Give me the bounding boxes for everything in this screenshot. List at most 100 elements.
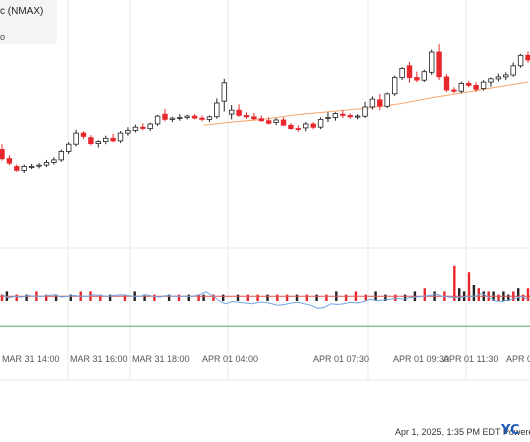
candle bbox=[6, 155, 13, 166]
x-tick-label: APR 01 11:30 bbox=[443, 354, 498, 364]
candle bbox=[332, 112, 339, 121]
x-tick-label: MAR 31 16:00 bbox=[70, 354, 128, 364]
candle-body bbox=[214, 102, 220, 118]
volume-bar bbox=[315, 294, 318, 301]
candle bbox=[302, 122, 309, 132]
candle bbox=[103, 135, 109, 145]
footer-timestamp: Apr 1, 2025, 1:35 PM EDT Powered by bbox=[395, 427, 530, 437]
candle-body bbox=[251, 116, 257, 120]
volume-bar bbox=[384, 294, 387, 301]
volume-bar bbox=[276, 294, 279, 301]
candle-body bbox=[184, 115, 190, 118]
candle-body bbox=[228, 109, 235, 115]
legend-sub-label: o bbox=[0, 32, 6, 42]
volume-bar bbox=[305, 294, 308, 301]
candle-body bbox=[354, 115, 361, 118]
candle bbox=[51, 157, 57, 165]
candle-body bbox=[28, 166, 35, 168]
candle-body bbox=[110, 137, 116, 142]
candle-body bbox=[36, 164, 42, 167]
candle bbox=[340, 110, 346, 119]
candle bbox=[436, 44, 442, 81]
candle-body bbox=[347, 115, 353, 118]
candle bbox=[354, 114, 361, 120]
candle bbox=[251, 112, 257, 121]
volume-bar bbox=[187, 294, 190, 301]
candle-body bbox=[443, 76, 450, 91]
candle bbox=[369, 96, 376, 110]
volume-bar bbox=[69, 294, 72, 301]
candle-body bbox=[362, 106, 368, 117]
legend-box: c (NMAX) o bbox=[0, 0, 57, 44]
candle bbox=[280, 117, 287, 126]
volume-bar bbox=[364, 294, 367, 301]
candle bbox=[206, 115, 213, 122]
candle-body bbox=[140, 126, 146, 129]
candle-body bbox=[243, 115, 250, 118]
candle-body bbox=[473, 85, 479, 90]
x-tick-label: MAR 31 14:00 bbox=[2, 354, 60, 364]
candle bbox=[377, 93, 383, 111]
candle-body bbox=[177, 117, 183, 119]
volume-bar bbox=[123, 294, 127, 301]
candle-body bbox=[14, 166, 20, 171]
candle bbox=[384, 92, 390, 109]
volume-bar bbox=[507, 294, 510, 301]
candlestick-series bbox=[0, 44, 530, 173]
candle bbox=[525, 51, 530, 63]
candle-body bbox=[480, 81, 487, 89]
rsi-indicator bbox=[0, 291, 530, 327]
candle bbox=[21, 164, 27, 173]
candle-body bbox=[384, 93, 390, 107]
candle-body bbox=[132, 126, 139, 131]
candle bbox=[132, 124, 139, 133]
candle-body bbox=[154, 115, 161, 125]
candle bbox=[488, 77, 494, 87]
volume-bar bbox=[497, 294, 500, 301]
candle-body bbox=[406, 65, 413, 79]
candle-body bbox=[73, 132, 79, 145]
brand-logo[interactable]: YC bbox=[501, 423, 520, 438]
volume-bar bbox=[25, 294, 28, 301]
x-tick-label: APR 01 04:00 bbox=[202, 354, 258, 364]
candle bbox=[243, 112, 250, 119]
candle-body bbox=[103, 137, 109, 143]
rsi-line bbox=[1, 291, 529, 309]
candle bbox=[451, 87, 457, 94]
volume-bar bbox=[153, 294, 156, 301]
x-tick-label: APR 01 07:30 bbox=[313, 354, 369, 364]
candle bbox=[36, 163, 42, 169]
candle-body bbox=[199, 117, 205, 120]
candle-body bbox=[236, 109, 242, 116]
candle-body bbox=[147, 123, 153, 129]
candle bbox=[0, 144, 5, 161]
candle bbox=[117, 131, 124, 143]
candle-body bbox=[221, 82, 227, 102]
candle bbox=[399, 67, 405, 81]
volume-bar bbox=[236, 294, 240, 301]
volume-bar bbox=[256, 294, 259, 301]
candle bbox=[510, 62, 516, 77]
volume-bar bbox=[344, 294, 348, 301]
candle-body bbox=[43, 162, 50, 166]
candle bbox=[147, 122, 153, 132]
candle-body bbox=[58, 150, 64, 161]
candle bbox=[258, 115, 264, 122]
candle bbox=[362, 101, 368, 119]
ticker-label: c (NMAX) bbox=[0, 6, 44, 17]
candle-body bbox=[436, 51, 442, 78]
candle-body bbox=[414, 77, 420, 81]
volume-bar bbox=[0, 294, 4, 301]
candle-body bbox=[117, 132, 124, 142]
volume-bar bbox=[222, 294, 225, 301]
candle-body bbox=[191, 115, 198, 119]
candle bbox=[310, 122, 316, 130]
candle bbox=[347, 113, 353, 119]
candle bbox=[480, 80, 487, 91]
candle bbox=[140, 123, 146, 131]
candle-body bbox=[206, 116, 213, 120]
candle-body bbox=[495, 76, 502, 80]
candle bbox=[43, 159, 50, 168]
volume-bar bbox=[54, 294, 58, 301]
volume-bar bbox=[517, 288, 520, 301]
